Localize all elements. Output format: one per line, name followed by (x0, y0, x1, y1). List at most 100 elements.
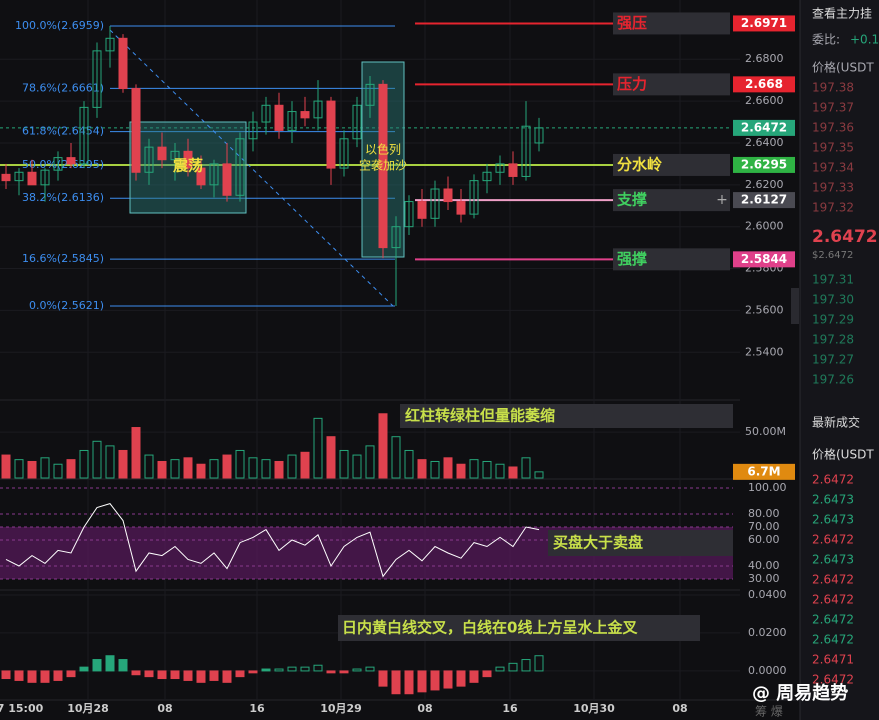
volume-bar (326, 436, 336, 479)
volume-bar (391, 436, 401, 479)
macd-bar (183, 670, 193, 681)
collapse-handle[interactable] (791, 288, 799, 324)
trades-title: 最新成交 (812, 415, 860, 430)
macd-bar (469, 670, 479, 683)
price-tag-label: 2.5844 (741, 252, 787, 266)
candle-body (118, 37, 128, 90)
volume-bar (131, 427, 141, 479)
y-tick-label: 70.00 (748, 520, 780, 533)
macd-bar (196, 670, 206, 683)
level-label-bg (613, 248, 730, 271)
y-tick-label: 0.0400 (748, 588, 787, 601)
trade-price: 2.6472 (812, 593, 854, 607)
macd-bar (274, 668, 284, 672)
macd-bar (222, 670, 232, 683)
side-title[interactable]: 查看主力挂 (812, 7, 872, 21)
macd-bar (521, 659, 531, 672)
macd-bar (92, 659, 102, 672)
price-tag-label: 2.6472 (741, 120, 787, 134)
ask-price: 197.33 (812, 181, 854, 195)
volume-bar (248, 457, 258, 479)
note-bg (338, 615, 700, 641)
macd-bar (404, 670, 414, 695)
last-price: 2.6472 (812, 227, 878, 247)
watermark-sub: 筹 爆 (755, 705, 783, 719)
add-icon[interactable]: + (716, 192, 728, 208)
macd-bar (378, 670, 388, 687)
candle-body (79, 106, 89, 165)
macd-bar (430, 670, 440, 691)
volume-bar (27, 460, 37, 479)
ask-price: 197.34 (812, 161, 854, 175)
volume-bar (378, 413, 388, 479)
price-tag-label: 2.668 (745, 77, 783, 91)
volume-bar (196, 463, 206, 479)
candle-body (105, 37, 115, 52)
x-tick-label: 10月28 (67, 702, 109, 715)
trade-price: 2.6472 (812, 533, 854, 547)
candle-body (170, 150, 180, 161)
candle-body (261, 104, 271, 123)
macd-bar (456, 670, 466, 687)
macd-bar (482, 670, 492, 678)
candle-body (482, 171, 492, 182)
macd-bar (300, 666, 310, 672)
candle-body (339, 138, 349, 169)
candle-body (209, 163, 219, 186)
annotation: 红柱转绿柱但量能萎缩 (405, 407, 555, 425)
bid-price: 197.28 (812, 333, 854, 347)
ask-price: 197.37 (812, 101, 854, 115)
candle-body (157, 146, 167, 161)
macd-bar (53, 670, 63, 681)
candle-body (469, 180, 479, 215)
fib-label: 100.0%(2.6959) (15, 19, 104, 32)
macd-bar (79, 666, 89, 672)
fib-label: 61.8%(2.6454) (22, 125, 104, 138)
ask-price: 197.36 (812, 121, 854, 135)
macd-bar (326, 670, 336, 674)
volume-bar (417, 459, 427, 479)
level-label: 强撑 (617, 250, 647, 268)
price-tag-label: 2.6295 (741, 157, 787, 171)
level-label-bg (613, 73, 730, 96)
x-tick-label: 08 (672, 702, 687, 715)
level-label: 分水岭 (617, 155, 662, 173)
volume-tag-label: 6.7M (747, 464, 780, 478)
x-tick-label: 7 15:00 (0, 702, 44, 715)
note-bg (400, 404, 733, 428)
candle-body (235, 138, 245, 196)
macd-bar (118, 659, 128, 672)
candle-body (274, 104, 284, 131)
volume-bar (1, 454, 11, 479)
volume-bar (157, 460, 167, 479)
volume-bar (105, 445, 115, 479)
volume-bar (469, 459, 479, 479)
macd-bar (339, 670, 349, 674)
volume-bar (456, 463, 466, 479)
macd-bar (248, 670, 258, 674)
trades-header: 价格(USDT (812, 447, 874, 462)
candle-body (144, 146, 154, 173)
macd-bar (14, 670, 24, 681)
volume-tag (733, 463, 795, 480)
trade-price: 2.6472 (812, 573, 854, 587)
macd-bar (27, 670, 37, 683)
macd-bar (443, 670, 453, 689)
fib-label: 78.6%(2.6661) (22, 81, 104, 94)
volume-bar (222, 454, 232, 479)
volume-bar (170, 459, 180, 479)
y-tick-label: 2.6000 (745, 220, 784, 233)
price-tag-label: 2.6971 (741, 16, 787, 30)
y-tick-label: 2.6600 (745, 94, 784, 107)
price-tag (733, 251, 795, 268)
candle-body (40, 169, 50, 186)
level-label: 压力 (617, 75, 647, 93)
macd-bar (40, 670, 50, 683)
candle-body (365, 83, 375, 106)
level-label-bg (613, 12, 730, 35)
volume-bar (508, 466, 518, 479)
volume-bar (144, 454, 154, 479)
price-tag (733, 76, 795, 93)
volume-bar (404, 449, 414, 479)
